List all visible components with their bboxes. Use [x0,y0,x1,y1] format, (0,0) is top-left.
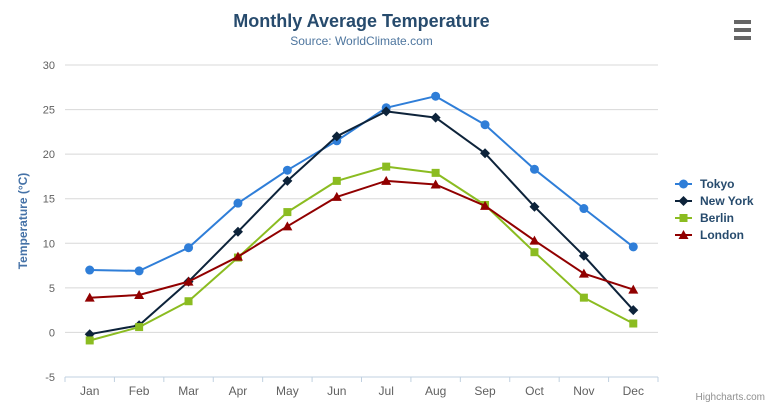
y-tick-label: 30 [43,60,55,72]
x-tick-label: Dec [623,384,644,398]
legend-symbol-triangle-icon [675,229,692,239]
data-point-new-york[interactable] [578,250,589,261]
y-tick-label: -5 [45,372,55,384]
legend-label: Berlin [700,210,735,225]
data-point-berlin[interactable] [530,248,539,257]
data-point-new-york[interactable] [331,131,342,142]
data-point-new-york[interactable] [381,106,392,117]
data-point-berlin[interactable] [184,297,193,306]
data-point-london[interactable] [480,200,491,210]
chart-title: Monthly Average Temperature [233,11,490,31]
data-point-tokyo[interactable] [529,164,539,174]
data-point-tokyo[interactable] [431,91,441,101]
series-tokyo [85,91,638,276]
data-point-new-york[interactable] [628,305,639,316]
data-point-tokyo[interactable] [282,165,292,175]
data-point-london[interactable] [331,191,342,201]
chart-context-menu-button[interactable] [731,19,755,41]
x-tick-label: Aug [425,384,446,398]
data-point-london[interactable] [232,251,243,261]
legend-label: Tokyo [700,176,735,191]
data-point-new-york[interactable] [529,201,540,212]
series-line-berlin[interactable] [88,165,635,342]
legend-item-london[interactable]: London [675,226,754,243]
y-tick-label: 20 [43,149,55,161]
data-point-berlin[interactable] [579,293,588,302]
x-tick-label: Oct [525,384,544,398]
data-point-berlin[interactable] [85,336,94,345]
data-point-london[interactable] [529,235,540,245]
highcharts-credit-link[interactable]: Highcharts.com [695,392,765,403]
data-point-berlin[interactable] [135,323,144,332]
legend-symbol-marker[interactable] [678,195,689,206]
x-tick-label: Nov [573,384,594,398]
x-tick-label: Sep [474,384,496,398]
data-point-london[interactable] [84,292,95,302]
series-line-london[interactable] [88,179,635,299]
legend-symbol-marker[interactable] [678,229,689,239]
data-point-berlin[interactable] [629,319,638,328]
y-tick-label: 15 [43,194,55,206]
data-point-london[interactable] [183,276,194,286]
x-tick-label: Jun [327,384,346,398]
data-point-berlin[interactable] [283,208,292,217]
data-point-london[interactable] [628,284,639,294]
data-point-new-york[interactable] [480,148,491,159]
legend-item-tokyo[interactable]: Tokyo [675,175,754,192]
legend: Tokyo New York Berlin London [675,175,754,243]
legend-symbol-marker[interactable] [679,213,688,222]
data-point-tokyo[interactable] [233,198,243,208]
legend-item-new-york[interactable]: New York [675,192,754,209]
x-tick-label: Mar [178,384,199,398]
hamburger-icon [734,28,751,32]
data-point-tokyo[interactable] [628,242,638,252]
legend-label: London [700,227,744,242]
data-point-london[interactable] [430,179,441,189]
x-tick-label: Apr [229,384,248,398]
data-point-tokyo[interactable] [184,243,194,253]
legend-symbol-marker[interactable] [679,179,688,188]
series-new-york [84,106,639,340]
x-tick-label: Jan [80,384,99,398]
data-point-tokyo[interactable] [480,120,490,130]
chart-subtitle: Source: WorldClimate.com [290,34,433,48]
x-tick-label: Jul [379,384,394,398]
x-tick-label: May [276,384,299,398]
y-axis-title: Temperature (°C) [16,173,30,270]
data-point-berlin[interactable] [431,168,440,177]
data-point-new-york[interactable] [430,112,441,123]
data-point-london[interactable] [134,289,145,299]
series-london [84,175,639,302]
data-point-tokyo[interactable] [85,265,95,275]
data-point-tokyo[interactable] [134,266,144,276]
data-point-london[interactable] [578,268,589,278]
legend-label: New York [700,193,754,208]
legend-item-berlin[interactable]: Berlin [675,209,754,226]
series-line-new-york[interactable] [88,110,635,336]
hamburger-icon [734,20,751,24]
data-point-london[interactable] [282,221,293,231]
y-tick-label: 5 [49,283,55,295]
legend-symbol-circle-icon [675,179,692,188]
hamburger-icon [734,36,751,40]
data-point-tokyo[interactable] [579,204,589,214]
data-point-new-york[interactable] [282,175,293,186]
series-line-tokyo[interactable] [88,95,635,272]
data-point-london[interactable] [381,175,392,185]
data-point-berlin[interactable] [332,176,341,185]
y-tick-label: 25 [43,105,55,117]
data-point-new-york[interactable] [232,226,243,237]
legend-symbol-diamond-icon [675,195,692,206]
y-tick-label: 10 [43,238,55,250]
x-tick-label: Feb [129,384,150,398]
data-point-berlin[interactable] [382,162,391,171]
legend-symbol-square-icon [675,213,692,222]
y-tick-label: 0 [49,327,55,339]
